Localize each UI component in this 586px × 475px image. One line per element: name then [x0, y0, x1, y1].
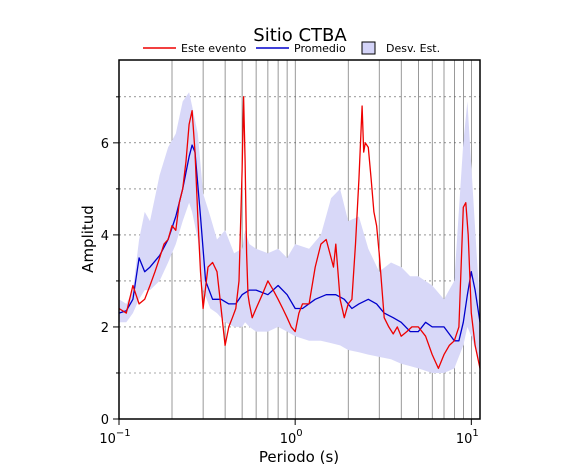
x-tick-label: 10−1 [99, 428, 130, 447]
x-tick-label: 100 [280, 428, 303, 447]
series-line-promedio [118, 144, 481, 342]
legend-swatch-desv-est [361, 41, 376, 55]
plot-border [118, 59, 481, 420]
chart-title: Sitio CTBA [253, 25, 347, 46]
y-axis-label: Amplitud [79, 205, 97, 273]
band-desv-est [119, 92, 480, 373]
legend-label-promedio: Promedio [294, 42, 346, 55]
plot-frame [118, 59, 481, 420]
series-lines [118, 96, 481, 370]
legend: Este evento Promedio Desv. Est. [143, 41, 440, 55]
x-tick-label: 101 [456, 428, 479, 447]
y-tick-label: 4 [101, 229, 109, 244]
legend-label-desv-est: Desv. Est. [386, 42, 440, 55]
axis-ticks: 0 2 4 6 10−1 100 101 [99, 96, 479, 447]
series-line-este-evento [118, 96, 481, 370]
x-axis-label: Periodo (s) [259, 448, 339, 466]
y-tick-label: 2 [101, 321, 109, 336]
y-tick-label: 6 [101, 137, 109, 152]
std-dev-band [119, 92, 480, 373]
legend-label-este-evento: Este evento [181, 42, 247, 55]
y-tick-label: 0 [101, 413, 109, 428]
